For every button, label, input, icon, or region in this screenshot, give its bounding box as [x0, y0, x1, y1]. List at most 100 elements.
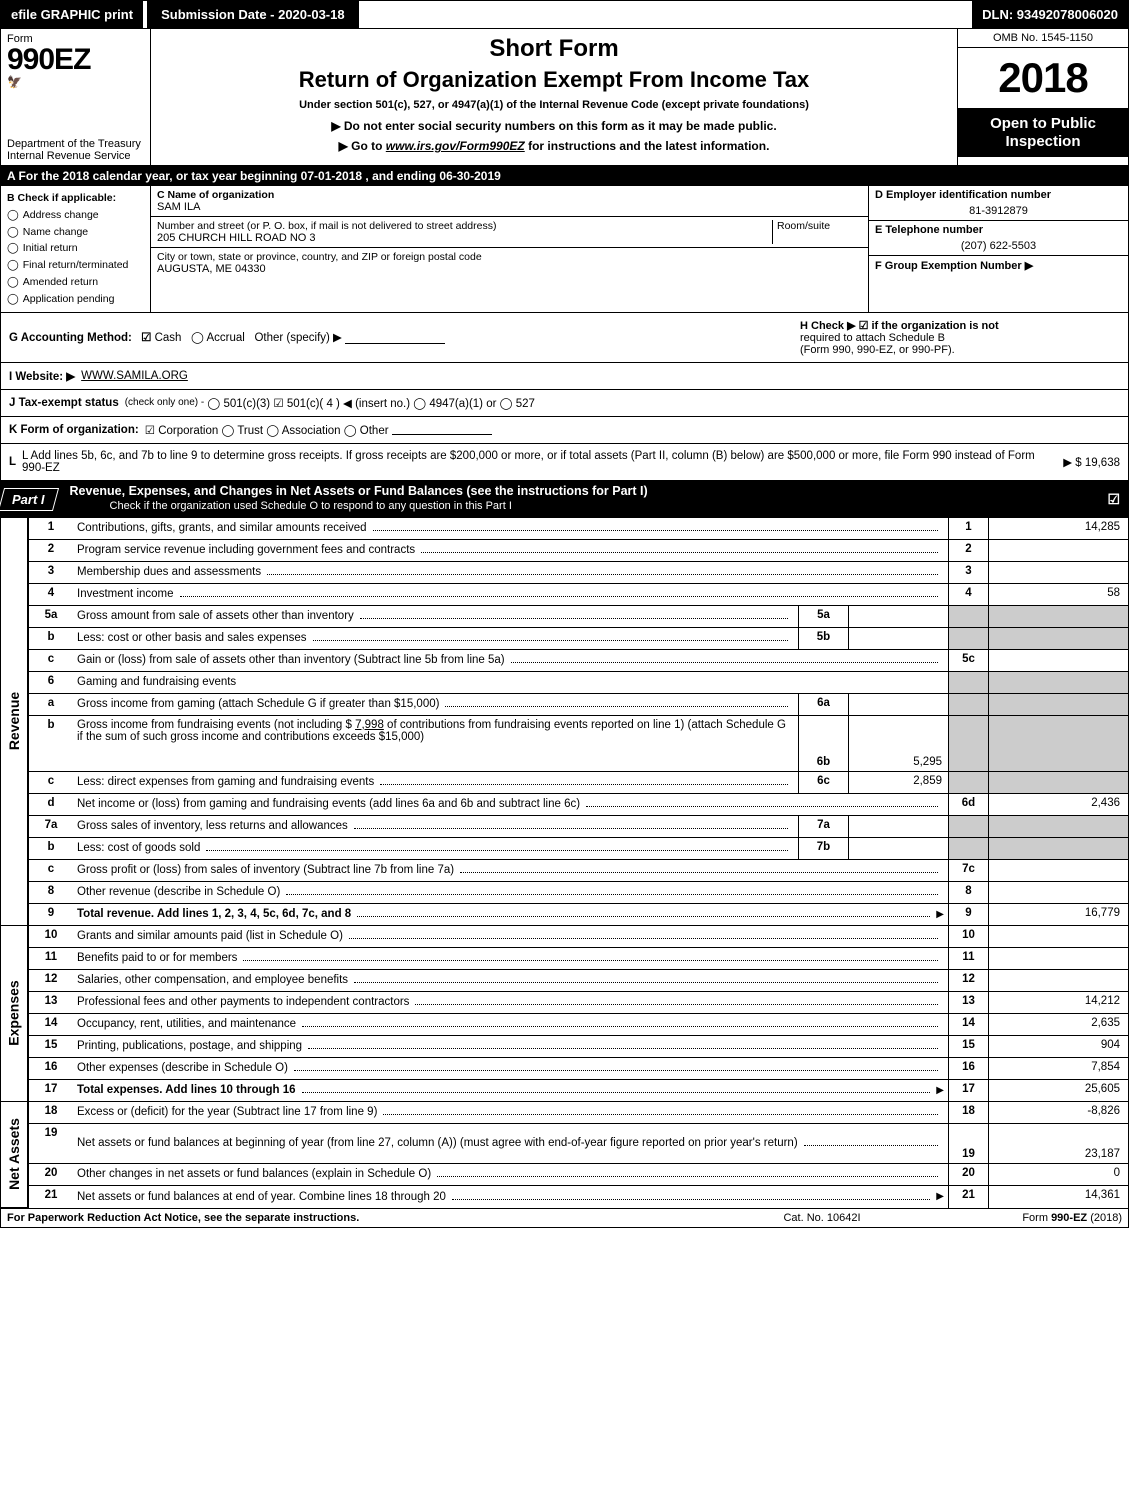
ein-row: D Employer identification number 81-3912…: [869, 186, 1128, 221]
line-5a-value: [988, 606, 1128, 627]
line-6c-refnum: [948, 772, 988, 793]
line-16-desc: Other expenses (describe in Schedule O): [77, 1062, 288, 1074]
line-3-value: [988, 562, 1128, 583]
line-3-num: 3: [29, 562, 73, 583]
line-16-num: 16: [29, 1058, 73, 1079]
line-20-num: 20: [29, 1164, 73, 1185]
period-end: 06-30-2019: [439, 169, 500, 183]
line-6d-value: 2,436: [988, 794, 1128, 815]
line-6a-num: a: [29, 694, 73, 715]
line-7a-mini-num: 7a: [798, 816, 848, 837]
irs-link[interactable]: www.irs.gov/Form990EZ: [386, 139, 525, 153]
line-5b-value: [988, 628, 1128, 649]
accrual-label: Accrual: [206, 332, 244, 344]
line-2-value: [988, 540, 1128, 561]
line-8-desc: Other revenue (describe in Schedule O): [77, 886, 280, 898]
line-21-num: 21: [29, 1186, 73, 1208]
line-15-refnum: 15: [948, 1036, 988, 1057]
opt-initial-return[interactable]: ◯Initial return: [7, 240, 144, 257]
opt-address-change[interactable]: ◯Address change: [7, 207, 144, 224]
opt-amended-return[interactable]: ◯Amended return: [7, 274, 144, 291]
group-exempt-label: F Group Exemption Number ▶: [875, 260, 1033, 272]
line-4-refnum: 4: [948, 584, 988, 605]
line-6a-desc: Gross income from gaming (attach Schedul…: [77, 698, 439, 710]
accrual-check[interactable]: ◯: [191, 332, 206, 344]
line-4-desc: Investment income: [77, 588, 174, 600]
other-label: Other (specify) ▶: [254, 332, 341, 344]
form-org-options[interactable]: ☑ Corporation ◯ Trust ◯ Association ◯ Ot…: [145, 423, 389, 437]
line-6: 6 Gaming and fundraising events: [29, 672, 1128, 694]
line-5a-refnum: [948, 606, 988, 627]
line-12-value: [988, 970, 1128, 991]
line-6c: c Less: direct expenses from gaming and …: [29, 772, 1128, 794]
opt-application-pending[interactable]: ◯Application pending: [7, 291, 144, 308]
line-5c-value: [988, 650, 1128, 671]
opt-name-change[interactable]: ◯Name change: [7, 224, 144, 241]
title-row: Form 990EZ 🦅 Department of the Treasury …: [1, 29, 1128, 166]
irs-eagle-icon: 🦅: [7, 75, 144, 89]
line-5b-num: b: [29, 628, 73, 649]
cash-check[interactable]: ☑: [141, 332, 155, 344]
line-17-refnum: 17: [948, 1080, 988, 1101]
line-6b-embedded-amt: 7,998: [355, 719, 384, 731]
line-6-value: [988, 672, 1128, 693]
dept-treasury: Department of the Treasury Internal Reve…: [7, 138, 141, 162]
website-value[interactable]: WWW.SAMILA.ORG: [81, 370, 188, 382]
line-6d-desc: Net income or (loss) from gaming and fun…: [77, 798, 580, 810]
top-bar: efile GRAPHIC print Submission Date - 20…: [1, 1, 1128, 29]
other-specify-field[interactable]: [345, 333, 445, 345]
street-row: Number and street (or P. O. box, if mail…: [151, 217, 868, 248]
line-17-arrow-icon: ▶: [936, 1085, 944, 1096]
line-7c-value: [988, 860, 1128, 881]
line-6-refnum: [948, 672, 988, 693]
other-org-field[interactable]: [392, 424, 492, 436]
line-10: 10 Grants and similar amounts paid (list…: [29, 926, 1128, 948]
row-g-h: G Accounting Method: ☑ Cash ◯ Accrual Ot…: [1, 313, 1128, 362]
line-13: 13 Professional fees and other payments …: [29, 992, 1128, 1014]
street-value: 205 CHURCH HILL ROAD NO 3: [157, 232, 772, 244]
line-3-desc: Membership dues and assessments: [77, 566, 261, 578]
line-8-num: 8: [29, 882, 73, 903]
line-6a-mini-val: [848, 694, 948, 715]
line-6b-desc1: Gross income from fundraising events (no…: [77, 719, 355, 731]
line-14-num: 14: [29, 1014, 73, 1035]
line-1-num: 1: [29, 518, 73, 539]
tax-exempt-label: J Tax-exempt status: [9, 397, 119, 409]
dept-label: Department of the Treasury: [7, 138, 141, 150]
part-1-bar: Part I Revenue, Expenses, and Changes in…: [1, 481, 1128, 518]
efile-print-button[interactable]: efile GRAPHIC print: [1, 1, 143, 28]
line-12-num: 12: [29, 970, 73, 991]
line-6a-mini-num: 6a: [798, 694, 848, 715]
group-exempt-row: F Group Exemption Number ▶: [869, 256, 1128, 275]
part-1-check[interactable]: ☑: [1107, 491, 1128, 508]
line-1: 1 Contributions, gifts, grants, and simi…: [29, 518, 1128, 540]
line-17-value: 25,605: [988, 1080, 1128, 1101]
line-20-refnum: 20: [948, 1164, 988, 1185]
line-6c-desc: Less: direct expenses from gaming and fu…: [77, 776, 374, 788]
line-4-num: 4: [29, 584, 73, 605]
line-5b-refnum: [948, 628, 988, 649]
line-17: 17 Total expenses. Add lines 10 through …: [29, 1080, 1128, 1102]
line-7a: 7a Gross sales of inventory, less return…: [29, 816, 1128, 838]
line-18: 18 Excess or (deficit) for the year (Sub…: [29, 1102, 1128, 1124]
line-15: 15 Printing, publications, postage, and …: [29, 1036, 1128, 1058]
line-14-refnum: 14: [948, 1014, 988, 1035]
ein-label: D Employer identification number: [875, 189, 1122, 201]
line-6d: d Net income or (loss) from gaming and f…: [29, 794, 1128, 816]
tax-exempt-options[interactable]: ◯ 501(c)(3) ☑ 501(c)( 4 ) ◀ (insert no.)…: [207, 396, 534, 410]
line-5b-mini-num: 5b: [798, 628, 848, 649]
line-7b-desc: Less: cost of goods sold: [77, 842, 200, 854]
phone-row: E Telephone number (207) 622-5503: [869, 221, 1128, 256]
line-6d-refnum: 6d: [948, 794, 988, 815]
line-7b-mini-num: 7b: [798, 838, 848, 859]
ein-value: 81-3912879: [875, 201, 1122, 217]
line-9: 9 Total revenue. Add lines 1, 2, 3, 4, 5…: [29, 904, 1128, 926]
line-13-desc: Professional fees and other payments to …: [77, 996, 409, 1008]
opt-final-return[interactable]: ◯Final return/terminated: [7, 257, 144, 274]
line-7a-value: [988, 816, 1128, 837]
line-14: 14 Occupancy, rent, utilities, and maint…: [29, 1014, 1128, 1036]
line-2-num: 2: [29, 540, 73, 561]
revenue-section: Revenue 1 Contributions, gifts, grants, …: [1, 518, 1128, 926]
org-name-row: C Name of organization SAM ILA: [151, 186, 868, 217]
line-7a-desc: Gross sales of inventory, less returns a…: [77, 820, 348, 832]
